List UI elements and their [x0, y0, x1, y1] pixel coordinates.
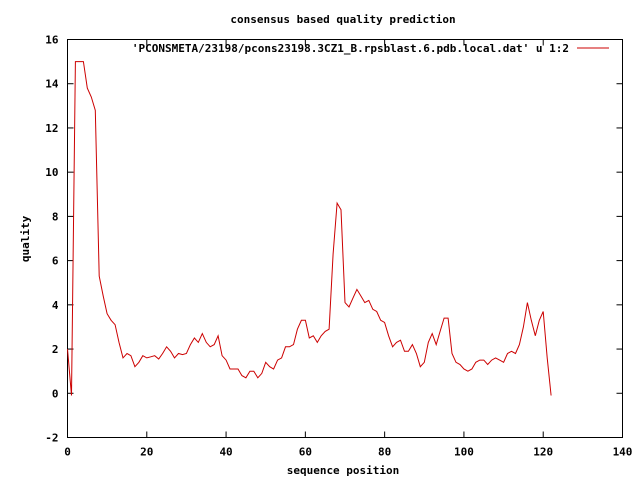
x-tick-label: 120 — [533, 446, 553, 459]
x-tick-label: 80 — [378, 446, 391, 459]
y-tick-label: 0 — [52, 387, 59, 400]
plot-border — [67, 39, 623, 438]
x-tick-label: 20 — [140, 446, 153, 459]
y-tick-label: 12 — [45, 122, 58, 135]
chart-title: consensus based quality prediction — [230, 13, 455, 26]
x-tick-label: 60 — [299, 446, 312, 459]
x-tick-label: 40 — [219, 446, 232, 459]
y-tick-label: 14 — [45, 78, 59, 91]
series-group — [67, 61, 552, 396]
series-line — [67, 61, 552, 396]
x-axis: 0 20 40 60 80 100 120 140 — [64, 39, 633, 459]
x-tick-label: 100 — [454, 446, 474, 459]
x-tick-label: 0 — [64, 446, 71, 459]
x-tick-label: 140 — [613, 446, 633, 459]
legend-entry-label: 'PCONSMETA/23198/pcons23198.3CZ1_B.rpsbl… — [132, 42, 569, 55]
legend: 'PCONSMETA/23198/pcons23198.3CZ1_B.rpsbl… — [132, 42, 609, 55]
y-tick-label: -2 — [45, 432, 58, 445]
y-axis-label: quality — [19, 215, 32, 262]
y-tick-label: 16 — [45, 34, 59, 47]
y-tick-label: 8 — [52, 210, 59, 223]
y-tick-label: 4 — [52, 299, 59, 312]
y-tick-label: 2 — [52, 343, 59, 356]
y-tick-label: 10 — [45, 166, 58, 179]
x-axis-label: sequence position — [287, 464, 400, 477]
y-tick-label: 6 — [52, 255, 59, 268]
